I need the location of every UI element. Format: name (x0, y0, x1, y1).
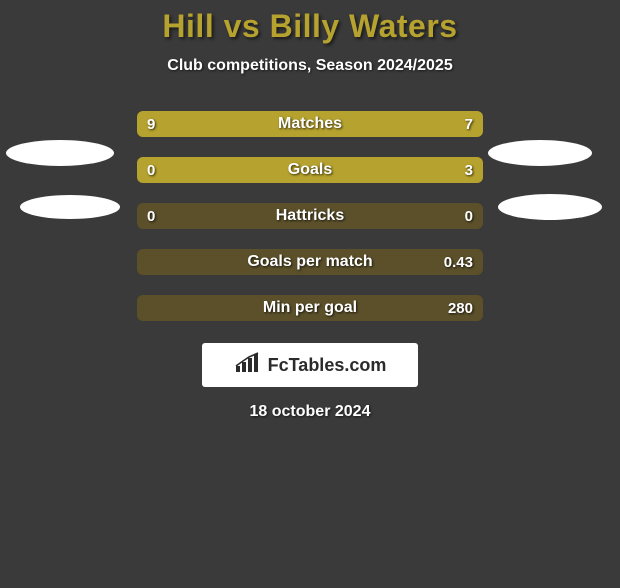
stat-label: Min per goal (137, 295, 483, 321)
stat-val-right: 0 (465, 203, 473, 229)
stat-val-left: 0 (147, 203, 155, 229)
stat-val-right: 7 (465, 111, 473, 137)
subtitle: Club competitions, Season 2024/2025 (0, 57, 620, 75)
stat-row: Goals per match0.43 (137, 249, 483, 275)
stats-area: Matches97Goals03Hattricks00Goals per mat… (0, 107, 620, 337)
stat-label: Goals (137, 157, 483, 183)
stat-row: Matches9 7 (137, 111, 483, 137)
decor-ellipse-right-1 (488, 140, 592, 166)
stat-row: Min per goal280 (137, 295, 483, 321)
decor-ellipse-left-2 (20, 195, 120, 219)
stat-rows: Matches97Goals03Hattricks00Goals per mat… (137, 107, 483, 321)
stat-row: Hattricks0 0 (137, 203, 483, 229)
decor-ellipse-left-1 (6, 140, 114, 166)
stat-val-right: 3 (465, 157, 473, 183)
stat-label: Matches (137, 111, 483, 137)
date-label: 18 october 2024 (0, 403, 620, 421)
barchart-icon (234, 352, 262, 379)
stat-label: Hattricks (137, 203, 483, 229)
stat-val-left: 0 (147, 157, 155, 183)
stat-label: Goals per match (137, 249, 483, 275)
decor-ellipse-right-2 (498, 194, 602, 220)
logo-box: FcTables.com (202, 343, 418, 387)
logo-text: FcTables.com (268, 355, 387, 376)
stat-val-left: 9 (147, 111, 155, 137)
page-title: Hill vs Billy Waters (0, 8, 620, 45)
stat-val-right: 0.43 (444, 249, 473, 275)
stat-row: Goals0 3 (137, 157, 483, 183)
stat-val-right: 280 (448, 295, 473, 321)
